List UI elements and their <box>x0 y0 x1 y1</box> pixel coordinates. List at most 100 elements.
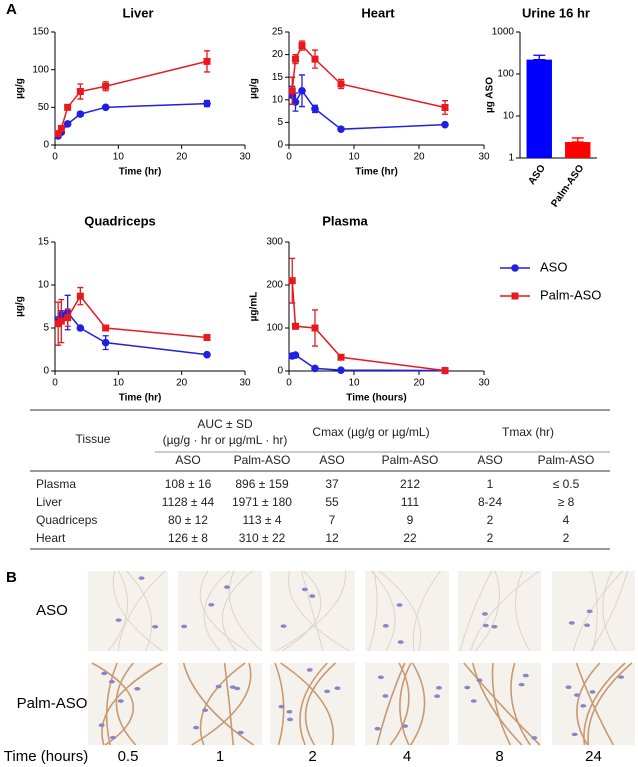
chart-title: Urine 16 hr <box>522 5 590 20</box>
cell-border <box>491 662 512 746</box>
cell-border <box>514 570 531 652</box>
data-point <box>288 277 296 285</box>
nucleus <box>152 624 159 629</box>
table-cell: 2 <box>487 513 494 527</box>
nucleus <box>476 678 483 682</box>
table-cell: 1128 ± 44 <box>162 495 215 509</box>
table-header: Cmax (µg/g or µg/mL) <box>312 425 429 439</box>
y-tick-label: 5 <box>277 117 283 128</box>
nucleus <box>518 682 525 687</box>
table-cell: 22 <box>403 531 417 545</box>
row-label: Palm-ASO <box>17 695 88 712</box>
cell-border <box>368 570 378 652</box>
data-point <box>298 42 306 50</box>
nucleus <box>464 685 471 690</box>
y-axis-label: µg/mL <box>249 292 260 322</box>
micrograph <box>365 662 449 746</box>
nucleus <box>324 689 331 694</box>
y-axis-label: µg/g <box>15 78 26 99</box>
data-point <box>76 324 85 332</box>
data-point <box>203 99 211 108</box>
data-point <box>64 314 72 322</box>
time-label: Time (hours) <box>4 748 88 765</box>
cell-border <box>281 570 322 652</box>
micrograph <box>178 662 262 746</box>
nucleus <box>229 685 236 689</box>
micrograph-bg <box>458 571 541 651</box>
cell-border <box>299 662 328 746</box>
nucleus <box>434 694 441 699</box>
data-point <box>311 324 319 332</box>
cell-border <box>412 570 441 652</box>
micrograph <box>88 570 168 652</box>
time-value: 24 <box>585 748 602 765</box>
micrograph <box>458 662 541 746</box>
cell-border <box>199 662 246 746</box>
data-point <box>291 351 300 359</box>
time-value: 2 <box>308 748 316 765</box>
micrograph <box>88 662 168 746</box>
cell-border <box>591 570 598 652</box>
nucleus <box>309 594 316 598</box>
error-bar <box>533 54 546 61</box>
micrograph-bg <box>178 571 262 651</box>
nucleus <box>397 640 404 644</box>
nucleus <box>334 686 341 690</box>
x-axis-label: Time (hr) <box>119 393 162 404</box>
nucleus <box>286 709 293 714</box>
table-cell: 126 ± 8 <box>168 531 208 545</box>
data-point <box>101 103 110 112</box>
table-cell: Liver <box>36 495 62 509</box>
data-point <box>441 120 449 129</box>
x-tick-label: 20 <box>413 378 425 389</box>
y-tick-label: 0 <box>277 366 283 377</box>
cell-border <box>115 662 137 746</box>
nucleus <box>435 686 442 690</box>
y-tick-label: 100 <box>266 323 283 334</box>
x-tick-label: 10 <box>113 378 125 389</box>
data-point <box>54 130 62 138</box>
table-cell: 113 ± 4 <box>242 513 281 527</box>
time-value: 1 <box>216 748 224 765</box>
micrograph <box>552 662 635 746</box>
nucleus <box>374 726 381 731</box>
table-subheader: ASO <box>477 453 502 467</box>
error-bar <box>571 137 584 143</box>
data-point <box>57 317 65 325</box>
table-subheader: Palm-ASO <box>234 453 291 467</box>
nucleus <box>568 621 575 625</box>
cell-border <box>602 570 617 652</box>
cell-border <box>370 570 396 652</box>
nucleus <box>584 623 591 628</box>
cell-border <box>101 662 163 746</box>
nucleus <box>181 624 188 629</box>
micrograph-bg <box>270 663 355 745</box>
y-tick-label: 100 <box>497 69 514 80</box>
micrograph <box>458 570 541 652</box>
x-tick-label: 20 <box>176 152 188 163</box>
x-tick-label: 0 <box>52 152 58 163</box>
nucleus <box>110 735 117 740</box>
y-tick-label: 50 <box>38 102 50 113</box>
nucleus <box>531 736 538 740</box>
time-value: 0.5 <box>118 748 139 765</box>
data-point <box>292 322 299 330</box>
nucleus <box>117 699 124 703</box>
x-tick-label: 0 <box>286 152 292 163</box>
nucleus <box>382 694 389 698</box>
data-point <box>441 103 449 111</box>
table-cell: 4 <box>563 513 570 527</box>
micrograph <box>270 570 355 652</box>
data-point <box>76 292 84 300</box>
data-point <box>101 338 110 347</box>
chart-title: Heart <box>361 5 395 20</box>
nucleus <box>134 687 141 691</box>
cell-border <box>474 570 500 652</box>
y-axis-label: µg ASO <box>485 77 496 113</box>
micrograph-bg <box>365 663 449 745</box>
x-tick-label: 30 <box>239 378 251 389</box>
y-tick-label: 100 <box>32 64 49 75</box>
bar <box>565 142 591 158</box>
nucleus <box>115 618 122 622</box>
table-cell: 2 <box>487 531 494 545</box>
